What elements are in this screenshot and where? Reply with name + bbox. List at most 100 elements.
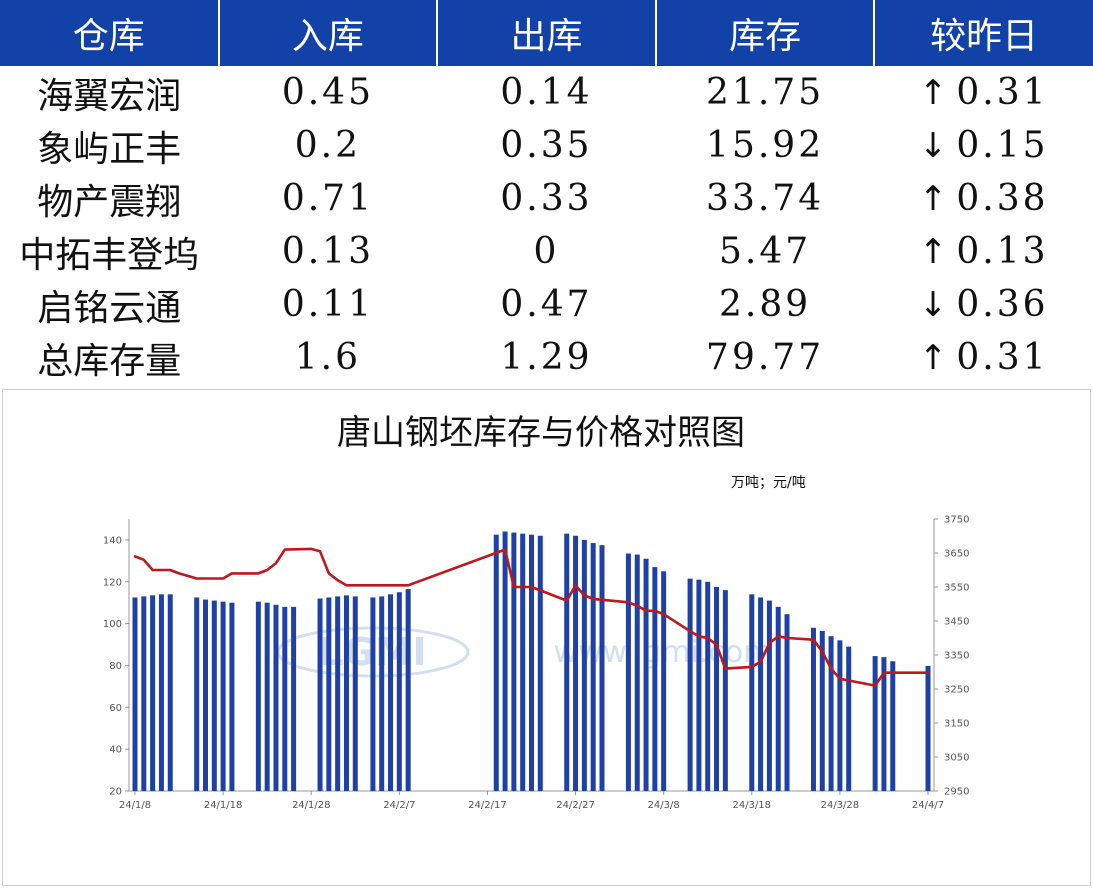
header-stock: 库存	[655, 0, 876, 66]
chart-unit-label: 万吨；元/吨	[731, 475, 806, 491]
stock-value: 2.89	[719, 284, 812, 325]
x-tick-label: 24/1/28	[292, 800, 331, 811]
table-row: 启铭云通 0.11 0.47 2.89 ↓ 0.36	[0, 278, 1093, 331]
inventory-bar	[379, 596, 385, 791]
inbound-value: 0.45	[281, 72, 374, 113]
inventory-bar	[890, 661, 896, 791]
y-left-tick-label: 140	[103, 535, 122, 546]
arrow-up-icon: ↑	[918, 73, 951, 113]
chart-panel: 唐山钢坯库存与价格对照图 万吨；元/吨 LGMI www.lgmi.com 20…	[2, 389, 1091, 886]
inventory-table: 仓库 入库 出库 库存 较昨日 海翼宏润 0.45 0.14 21.75 ↑ 0.…	[0, 0, 1093, 384]
header-change: 较昨日	[874, 0, 1093, 66]
change-value: 0.15	[956, 125, 1049, 166]
inventory-bar	[370, 597, 376, 791]
header-outbound: 出库	[437, 0, 657, 66]
y-right-tick-label: 3250	[944, 685, 969, 696]
inventory-bar	[828, 636, 834, 791]
inventory-bar	[881, 657, 887, 791]
inventory-bar	[837, 640, 843, 791]
change-value: 0.36	[956, 284, 1049, 325]
arrow-up-icon: ↑	[918, 232, 951, 272]
x-tick-label: 24/4/7	[912, 800, 944, 811]
change-value: 0.31	[956, 337, 1049, 378]
inventory-bar	[564, 533, 570, 791]
inventory-bar	[273, 604, 279, 791]
inbound-value: 0.2	[294, 125, 362, 166]
inventory-bar	[766, 600, 772, 791]
inventory-bar	[141, 596, 147, 791]
inventory-bar	[511, 532, 517, 791]
x-tick-label: 24/3/18	[732, 800, 771, 811]
warehouse-name: 海翼宏润	[37, 75, 182, 117]
inventory-bar	[925, 665, 931, 791]
inventory-bars	[132, 531, 931, 791]
inventory-bar	[529, 534, 534, 791]
inventory-bar	[343, 595, 349, 791]
change-cell: ↑ 0.31	[874, 331, 1093, 384]
inventory-bar	[502, 531, 508, 791]
arrow-up-icon: ↑	[918, 338, 951, 378]
stock-value: 33.74	[706, 178, 825, 219]
y-left-tick-label: 100	[103, 619, 122, 630]
price-series-line	[133, 547, 930, 687]
header-warehouse: 仓库	[0, 0, 220, 66]
y-left-tick-label: 80	[109, 661, 122, 672]
arrow-down-icon: ↓	[918, 285, 951, 325]
inventory-bar	[255, 601, 261, 791]
outbound-value: 0.47	[500, 284, 593, 325]
inventory-bar	[405, 589, 411, 791]
inbound-value: 1.6	[294, 337, 362, 378]
change-cell: ↑ 0.31	[874, 66, 1093, 119]
inventory-bar	[634, 554, 640, 791]
x-tick-label: 24/1/18	[204, 800, 243, 811]
warehouse-name: 总库存量	[37, 340, 182, 382]
chart-title: 唐山钢坯库存与价格对照图	[337, 413, 745, 453]
inventory-bar	[326, 597, 332, 791]
y-left-tick-label: 60	[109, 703, 122, 714]
table-row: 象屿正丰 0.2 0.35 15.92 ↓ 0.15	[0, 119, 1093, 172]
warehouse-name: 启铭云通	[37, 287, 182, 329]
inventory-bar	[661, 571, 667, 791]
y-right-tick-label: 3750	[944, 515, 969, 526]
warehouse-name: 中拓丰登坞	[19, 234, 200, 276]
outbound-value: 1.29	[500, 337, 593, 378]
y-right-tick-label: 3450	[944, 617, 969, 628]
inbound-value: 0.13	[281, 231, 374, 272]
change-cell: ↑ 0.13	[874, 225, 1093, 278]
y-right-tick-label: 3050	[944, 753, 969, 764]
table-header-row: 仓库 入库 出库 库存 较昨日	[0, 0, 1093, 66]
inventory-bar	[167, 594, 173, 791]
y-right-tick-label: 3350	[944, 651, 969, 662]
x-tick-label: 24/1/8	[119, 800, 151, 811]
table-row-total: 总库存量 1.6 1.29 79.77 ↑ 0.31	[0, 331, 1093, 384]
inbound-value: 0.11	[281, 284, 374, 325]
inventory-bar	[493, 534, 499, 791]
arrow-down-icon: ↓	[918, 126, 951, 166]
inventory-bar	[687, 578, 693, 791]
stock-value: 21.75	[706, 72, 825, 113]
x-tick-label: 24/2/17	[468, 800, 507, 811]
outbound-value: 0.14	[500, 72, 593, 113]
inventory-bar	[291, 606, 297, 791]
inventory-bar	[282, 606, 288, 791]
inventory-bar	[599, 545, 605, 791]
inventory-bar	[819, 630, 825, 791]
inventory-bar	[810, 627, 816, 791]
inventory-bar	[202, 599, 208, 791]
inventory-bar	[158, 594, 164, 791]
table-row: 海翼宏润 0.45 0.14 21.75 ↑ 0.31	[0, 66, 1093, 119]
outbound-value: 0	[533, 231, 560, 272]
x-tick-label: 24/3/28	[821, 800, 860, 811]
inventory-bar	[775, 606, 781, 791]
stock-value: 15.92	[706, 125, 825, 166]
inventory-bar	[520, 533, 526, 791]
inventory-bar	[132, 597, 138, 791]
y-left-tick-label: 40	[109, 745, 122, 756]
inventory-bar	[581, 539, 587, 791]
warehouse-name: 象屿正丰	[37, 128, 182, 170]
y-right-tick-label: 3650	[944, 549, 969, 560]
inventory-bar	[758, 597, 764, 791]
change-cell: ↓ 0.36	[874, 278, 1093, 331]
inventory-bar	[872, 656, 878, 791]
y-right-tick-label: 2950	[944, 787, 969, 798]
